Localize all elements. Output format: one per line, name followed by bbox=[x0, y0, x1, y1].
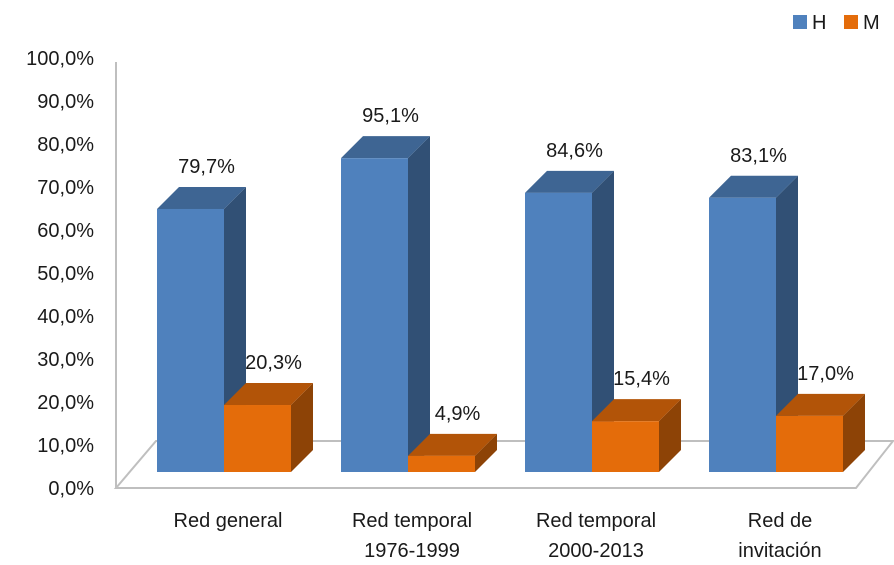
y-tick-label: 90,0% bbox=[37, 91, 94, 113]
bar-side-face bbox=[843, 393, 865, 472]
data-label: 83,1% bbox=[730, 145, 787, 167]
data-label: 79,7% bbox=[178, 156, 235, 178]
legend-item-h: H bbox=[793, 12, 826, 34]
bar-top-face bbox=[592, 399, 681, 422]
y-tick-label: 0,0% bbox=[48, 478, 94, 500]
legend-swatch bbox=[844, 15, 858, 29]
bar-top-face bbox=[157, 186, 246, 209]
bar-front-face bbox=[341, 158, 408, 473]
data-label: 95,1% bbox=[362, 105, 419, 127]
bar-m bbox=[224, 383, 313, 472]
y-tick-label: 40,0% bbox=[37, 306, 94, 328]
bars bbox=[157, 136, 865, 473]
bar-front-face bbox=[709, 197, 776, 472]
y-tick-label: 30,0% bbox=[37, 349, 94, 371]
bar-top-face bbox=[525, 170, 614, 193]
legend-label: M bbox=[863, 12, 880, 34]
bar-front-face bbox=[224, 405, 291, 472]
bar-front-face bbox=[592, 421, 659, 472]
bar-h bbox=[709, 175, 798, 472]
x-axis-categories: Red general Red temporal 1976-1999 Red temp… bbox=[174, 510, 822, 562]
bar-top-face bbox=[408, 433, 497, 456]
bar-front-face bbox=[525, 192, 592, 472]
bar-top-face bbox=[224, 383, 313, 406]
data-label: 4,9% bbox=[435, 403, 481, 425]
y-tick-label: 20,0% bbox=[37, 392, 94, 414]
y-axis-ticks: 0,0% 10,0% 20,0% 30,0% 40,0% 50,0% 60,0% 70,0% 8… bbox=[26, 48, 94, 500]
bar-top-face bbox=[341, 136, 430, 159]
bar-top-face bbox=[776, 393, 865, 416]
bar-side-face bbox=[776, 175, 798, 472]
y-tick-label: 100,0% bbox=[26, 48, 94, 70]
bar-side-face bbox=[659, 399, 681, 472]
bar-m bbox=[408, 433, 497, 472]
data-label: 17,0% bbox=[797, 363, 854, 385]
y-tick-label: 60,0% bbox=[37, 220, 94, 242]
data-label: 15,4% bbox=[613, 368, 670, 390]
bar-m bbox=[592, 399, 681, 472]
bar-side-face bbox=[408, 136, 430, 473]
bar-top-face bbox=[709, 175, 798, 198]
bar-front-face bbox=[157, 208, 224, 473]
x-category-label: Red general bbox=[174, 510, 283, 532]
y-tick-label: 70,0% bbox=[37, 177, 94, 199]
legend-swatch bbox=[793, 15, 807, 29]
bar-side-face bbox=[475, 433, 497, 472]
x-category-label: Red temporal 2000-2013 bbox=[536, 510, 656, 562]
y-tick-label: 80,0% bbox=[37, 134, 94, 156]
data-label: 20,3% bbox=[245, 352, 302, 374]
bar-h bbox=[525, 170, 614, 472]
x-category-label: Red de invitación bbox=[738, 510, 821, 562]
x-category-label: Red temporal 1976-1999 bbox=[352, 510, 472, 562]
legend-label: H bbox=[812, 12, 826, 34]
y-tick-label: 10,0% bbox=[37, 435, 94, 457]
bar-h bbox=[341, 136, 430, 473]
y-tick-label: 50,0% bbox=[37, 263, 94, 285]
bar-side-face bbox=[291, 383, 313, 472]
legend-item-m: M bbox=[844, 12, 880, 34]
data-label: 84,6% bbox=[546, 140, 603, 162]
bar-m bbox=[776, 393, 865, 472]
data-labels: 79,7% 95,1% 84,6% 83,1% 20,3% 4,9% 15,4% 17,0% bbox=[178, 105, 854, 425]
bar-front-face bbox=[776, 415, 843, 472]
bar-side-face bbox=[592, 170, 614, 472]
bar-front-face bbox=[408, 455, 475, 472]
